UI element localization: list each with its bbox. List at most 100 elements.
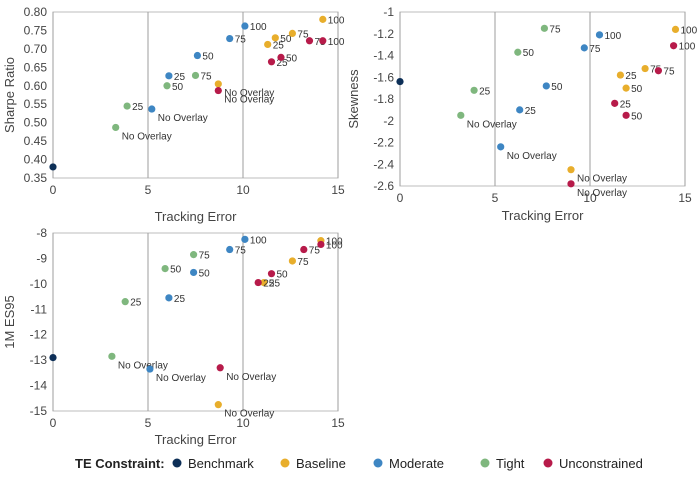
point-tight <box>163 82 171 90</box>
y-tick-label: 0.80 <box>24 5 48 19</box>
point-label: 75 <box>549 24 561 35</box>
point-label: 50 <box>202 52 214 63</box>
y-tick-label: -14 <box>30 379 48 393</box>
point-label: No Overlay <box>158 113 208 124</box>
point-unconstrained <box>214 86 222 95</box>
point-label: 25 <box>174 72 186 83</box>
y-axis-title: Skewness <box>346 69 361 129</box>
point-label: 75 <box>309 246 321 257</box>
point-baseline <box>671 25 680 33</box>
point-label: No Overlay <box>122 131 172 142</box>
point-moderate <box>226 245 234 254</box>
y-tick-label: 0.35 <box>24 171 48 185</box>
y-tick-label: -13 <box>30 353 48 367</box>
point-baseline <box>288 29 296 37</box>
point-label: 25 <box>269 279 281 290</box>
point-label: 50 <box>170 265 182 276</box>
chart-panel-sharpe: 0 5 10 15 0.35 0.40 0.45 0.50 0.55 0.60 0.65 0.70 0.… <box>2 5 345 224</box>
y-tick-label: -1.4 <box>373 49 394 63</box>
y-tick-label: -2 <box>383 114 394 128</box>
point-unconstrained <box>319 37 327 45</box>
y-tick-label: -2.6 <box>373 179 394 193</box>
point-tight <box>457 111 465 119</box>
point-benchmark <box>49 354 57 362</box>
x-tick-label: 0 <box>50 183 57 197</box>
legend-marker-baseline <box>280 458 290 468</box>
legend-label: Tight <box>496 456 525 471</box>
point-label: No Overlay <box>577 174 627 185</box>
point-label: 50 <box>631 111 643 122</box>
point-label: 50 <box>286 53 298 64</box>
point-benchmark <box>49 163 57 171</box>
y-tick-label: -1 <box>383 5 394 19</box>
legend: TE Constraint: Benchmark Baseline Moderate T… <box>75 456 643 471</box>
point-label: No Overlay <box>507 151 557 162</box>
point-label: 75 <box>201 71 213 82</box>
point-moderate <box>165 294 173 302</box>
x-tick-label: 15 <box>331 416 345 430</box>
point-moderate <box>580 44 588 52</box>
point-moderate <box>226 34 234 43</box>
point-label: No Overlay <box>156 373 206 384</box>
point-tight <box>540 24 549 32</box>
point-baseline <box>288 257 296 265</box>
point-label: No Overlay <box>226 372 276 383</box>
point-unconstrained <box>300 245 308 254</box>
y-axis-title: 1M ES95 <box>2 295 17 348</box>
point-moderate <box>148 105 156 113</box>
point-label: No Overlay <box>224 409 274 420</box>
x-tick-label: 15 <box>678 191 692 205</box>
y-tick-label: 0.55 <box>24 97 48 111</box>
point-label: 100 <box>328 37 345 48</box>
x-axis-title: Tracking Error <box>502 208 585 223</box>
point-baseline <box>214 401 222 409</box>
point-label: 25 <box>130 298 142 309</box>
point-label: 50 <box>551 82 563 93</box>
legend-marker-unconstrained <box>543 458 553 468</box>
point-unconstrained <box>567 180 575 188</box>
y-tick-label: -1.2 <box>373 27 394 41</box>
point-label: 75 <box>297 29 309 40</box>
point-label: 50 <box>172 82 184 93</box>
point-label: 75 <box>199 251 211 262</box>
point-label: 100 <box>326 240 343 251</box>
point-tight <box>112 123 120 132</box>
point-tight <box>191 71 200 80</box>
point-moderate <box>190 268 198 277</box>
chart-panel-skewness: 0 5 10 15 -2.6 -2.4 -2.2 -2 -1.8 -1.6 -1.4 -1.2 -1 Tr… <box>346 5 698 223</box>
y-tick-label: 0.70 <box>24 42 48 56</box>
y-tick-label: 0.65 <box>24 60 48 74</box>
point-label: 100 <box>605 31 622 42</box>
point-baseline <box>214 80 222 88</box>
y-tick-label: -10 <box>30 277 48 291</box>
y-tick-label: 0.60 <box>24 79 48 93</box>
point-label: 25 <box>525 106 537 117</box>
point-tight <box>161 265 169 273</box>
y-tick-label: -11 <box>31 302 48 316</box>
point-tight <box>121 298 129 306</box>
y-axis-title: Sharpe Ratio <box>2 57 17 133</box>
legend-title: TE Constraint: <box>75 456 165 471</box>
point-label: 25 <box>277 58 289 69</box>
point-moderate <box>241 22 249 30</box>
point-label: 50 <box>277 270 289 281</box>
x-tick-label: 15 <box>331 183 345 197</box>
x-axis-title: Tracking Error <box>155 209 238 224</box>
y-tick-label: -2.4 <box>373 157 394 171</box>
point-unconstrained <box>267 270 276 278</box>
point-moderate <box>193 51 201 60</box>
point-moderate <box>516 106 524 114</box>
point-baseline <box>260 278 268 287</box>
point-label: 25 <box>625 71 637 82</box>
point-baseline <box>641 64 649 73</box>
point-label: 25 <box>479 86 491 97</box>
point-benchmark <box>396 78 404 86</box>
x-tick-label: 5 <box>145 416 152 430</box>
x-tick-label: 5 <box>145 183 152 197</box>
y-tick-label: -9 <box>36 251 47 265</box>
point-tight <box>123 102 131 110</box>
point-label: 75 <box>235 35 247 46</box>
x-tick-label: 0 <box>397 191 404 205</box>
point-unconstrained <box>267 58 276 66</box>
